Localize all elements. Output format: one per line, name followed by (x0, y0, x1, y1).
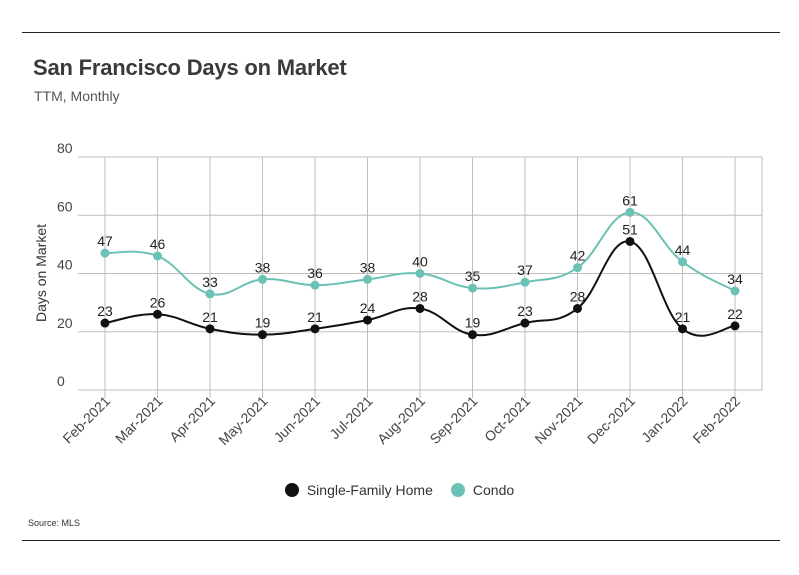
x-tick-label: Mar-2021 (112, 393, 166, 447)
data-point-single-family (730, 321, 740, 331)
data-point-condo (205, 289, 215, 299)
data-labels: 47 46 33 38 36 38 40 35 37 42 61 44 34 23 26 21 19 21 24 28… (97, 192, 743, 330)
data-label-single-family: 21 (307, 309, 323, 325)
data-label-single-family: 28 (412, 288, 428, 304)
data-point-single-family (100, 318, 110, 328)
data-label-condo: 38 (360, 259, 376, 275)
source-note: Source: MLS (28, 518, 81, 528)
data-label-single-family: 19 (465, 315, 481, 331)
data-label-condo: 38 (255, 259, 271, 275)
data-point-single-family (520, 318, 530, 328)
x-tick-label: May-2021 (215, 393, 270, 448)
data-label-single-family: 23 (517, 303, 533, 319)
data-label-single-family: 28 (570, 288, 586, 304)
legend-label-condo: Condo (472, 482, 515, 498)
data-point-condo (258, 274, 267, 284)
data-label-condo: 42 (570, 248, 586, 264)
data-label-condo: 33 (202, 274, 218, 290)
y-tick-label: 60 (57, 198, 73, 214)
data-label-condo: 37 (517, 262, 533, 278)
data-point-condo (153, 251, 162, 261)
y-tick-label: 80 (57, 140, 73, 156)
data-label-condo: 34 (727, 271, 743, 287)
y-tick-label: 20 (57, 315, 73, 331)
data-label-single-family: 21 (202, 309, 218, 325)
top-rule (22, 32, 780, 33)
y-tick-label: 40 (57, 257, 73, 273)
x-tick-label: Oct-2021 (481, 393, 533, 445)
data-label-single-family: 21 (675, 309, 691, 325)
data-points (100, 207, 740, 340)
data-point-single-family (258, 330, 267, 340)
x-tick-label: Sep-2021 (426, 393, 480, 447)
x-tick-label: Apr-2021 (166, 393, 218, 445)
data-point-single-family (625, 236, 635, 246)
data-label-single-family: 23 (97, 303, 113, 319)
data-label-condo: 35 (465, 268, 481, 284)
data-point-condo (100, 248, 110, 258)
data-point-single-family (363, 315, 372, 325)
data-label-condo: 47 (97, 233, 113, 249)
legend-item-single-family[interactable]: Single-Family Home (284, 482, 433, 498)
data-point-single-family (153, 309, 162, 319)
y-tick-label: 0 (57, 373, 65, 389)
data-point-single-family (310, 324, 320, 334)
x-tick-label: Jun-2021 (271, 393, 324, 446)
legend-marker-condo (450, 483, 465, 497)
data-point-condo (415, 269, 425, 278)
data-point-condo (520, 277, 530, 287)
x-tick-label: Nov-2021 (531, 393, 585, 447)
data-label-single-family: 26 (150, 294, 166, 310)
chart-subtitle: TTM, Monthly (34, 88, 120, 104)
x-tick-label: Dec-2021 (584, 393, 638, 447)
chart-title: San Francisco Days on Market (33, 55, 347, 80)
data-label-condo: 40 (412, 254, 428, 270)
data-point-single-family (415, 303, 425, 313)
x-tick-label: Aug-2021 (374, 393, 428, 447)
data-point-condo (468, 283, 477, 293)
x-tick-label: Feb-2022 (689, 393, 743, 447)
data-point-condo (310, 280, 320, 290)
data-label-condo: 44 (675, 242, 691, 258)
data-point-condo (625, 207, 635, 217)
y-axis-label: Days on Market (33, 224, 49, 322)
bottom-rule (22, 540, 780, 541)
data-label-condo: 61 (622, 192, 638, 208)
data-point-condo (573, 263, 582, 273)
data-point-single-family (205, 324, 215, 334)
data-point-condo (678, 257, 687, 267)
legend-marker-single-family (284, 483, 299, 497)
data-label-single-family: 22 (727, 306, 743, 322)
data-point-condo (730, 286, 740, 296)
legend-label-single-family: Single-Family Home (306, 482, 433, 498)
data-label-condo: 36 (307, 265, 323, 281)
data-point-single-family (678, 324, 687, 334)
legend-item-condo[interactable]: Condo (450, 482, 515, 498)
data-label-single-family: 51 (622, 221, 638, 237)
x-tick-label: Feb-2021 (59, 393, 113, 447)
data-label-single-family: 24 (360, 300, 376, 316)
data-label-condo: 46 (150, 236, 166, 252)
x-tick-label: Jul-2021 (326, 393, 375, 442)
y-axis-ticks: 0 20 40 60 80 (57, 140, 73, 389)
data-point-single-family (468, 330, 477, 340)
data-point-condo (363, 274, 372, 284)
data-label-single-family: 19 (255, 315, 271, 331)
data-point-single-family (573, 303, 582, 313)
x-tick-label: Jan-2022 (638, 393, 691, 446)
legend: Single-Family Home Condo (0, 482, 799, 498)
